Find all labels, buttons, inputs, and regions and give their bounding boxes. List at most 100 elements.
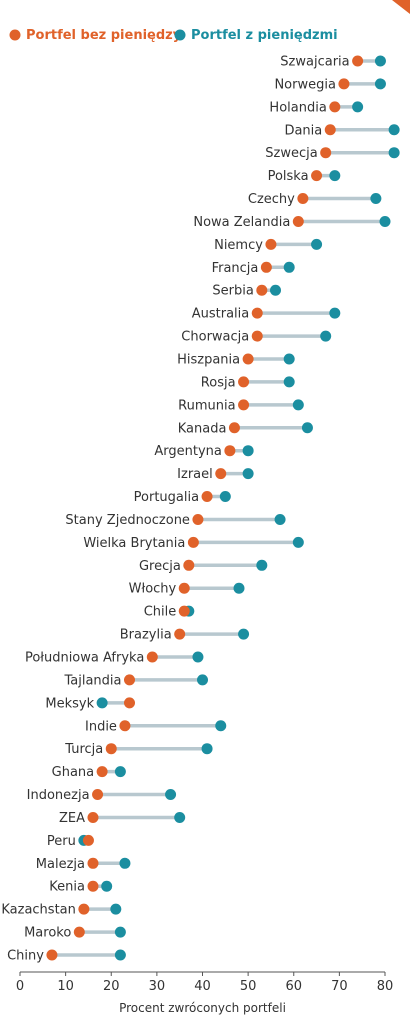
- dot-without-money: [92, 789, 104, 801]
- dot-without-money: [87, 857, 99, 869]
- x-tick-label: 80: [377, 979, 394, 994]
- dot-without-money: [352, 55, 364, 67]
- chart-row: Francja: [212, 261, 295, 276]
- country-label: Meksyk: [45, 696, 94, 711]
- chart-row: Polska: [268, 169, 341, 184]
- dot-with-money: [233, 582, 245, 594]
- dot-without-money: [329, 101, 341, 113]
- country-label: Holandia: [269, 100, 326, 115]
- chart-row: Chile: [144, 605, 195, 620]
- chart-row: Rosja: [201, 375, 295, 390]
- dot-without-money: [192, 513, 204, 525]
- chart-row: Grecja: [139, 559, 268, 574]
- chart-row: Izrael: [177, 467, 254, 482]
- country-label: Maroko: [24, 926, 71, 941]
- dot-with-money: [238, 628, 250, 640]
- chart-row: Kazachstan: [1, 903, 122, 918]
- dot-with-money: [101, 880, 113, 892]
- legend-label-without-money: Portfel bez pieniędzy: [26, 28, 182, 43]
- chart-row: Kanada: [178, 421, 313, 436]
- dot-without-money: [320, 147, 332, 159]
- dot-with-money: [301, 422, 313, 434]
- chart-row: ZEA: [59, 811, 186, 826]
- chart-row: Czechy: [248, 192, 382, 207]
- dot-with-money: [174, 811, 186, 823]
- country-label: Turcja: [64, 742, 103, 757]
- dot-with-money: [374, 78, 386, 90]
- chart-row: Niemcy: [214, 238, 323, 253]
- x-tick-label: 50: [240, 979, 257, 994]
- x-tick-label: 60: [285, 979, 302, 994]
- country-label: Wielka Brytania: [83, 536, 185, 551]
- chart-row: Chiny: [7, 949, 126, 964]
- chart-row: Hiszpania: [177, 353, 295, 368]
- country-label: Stany Zjednoczone: [65, 513, 190, 528]
- dot-with-money: [292, 399, 304, 411]
- dot-without-money: [178, 582, 190, 594]
- country-label: Kanada: [178, 421, 227, 436]
- dot-with-money: [256, 559, 268, 571]
- chart-row: Włochy: [129, 582, 245, 597]
- dot-with-money: [283, 376, 295, 388]
- dot-with-money: [352, 101, 364, 113]
- dot-with-money: [201, 743, 213, 755]
- chart-row: Południowa Afryka: [25, 651, 204, 666]
- dot-with-money: [311, 238, 323, 250]
- dot-without-money: [238, 399, 250, 411]
- x-tick-label: 70: [331, 979, 348, 994]
- chart-row: Portugalia: [134, 490, 231, 505]
- dot-with-money: [329, 170, 341, 182]
- country-label: Brazylia: [120, 628, 172, 643]
- dot-without-money: [228, 422, 240, 434]
- dot-without-money: [297, 193, 309, 205]
- dot-without-money: [73, 926, 85, 938]
- dot-without-money: [338, 78, 350, 90]
- dot-with-money: [114, 926, 126, 938]
- dot-with-money: [215, 720, 227, 732]
- country-label: Grecja: [139, 559, 181, 574]
- country-label: Indonezja: [27, 788, 90, 803]
- chart-row: Kenia: [49, 880, 113, 895]
- country-label: Rumunia: [178, 398, 235, 413]
- country-label: Francja: [212, 261, 259, 276]
- chart-row: Rumunia: [178, 398, 304, 413]
- dot-without-money: [251, 330, 263, 342]
- legend-label-with-money: Portfel z pieniędzmi: [191, 28, 338, 43]
- dot-with-money: [96, 697, 108, 709]
- country-label: Izrael: [177, 467, 213, 482]
- x-axis-label: Procent zwróconych portfeli: [119, 1001, 286, 1015]
- dot-without-money: [187, 536, 199, 548]
- chart-row: Turcja: [64, 742, 213, 757]
- country-label: Chile: [144, 605, 177, 620]
- country-label: Portugalia: [134, 490, 199, 505]
- x-tick-label: 20: [103, 979, 120, 994]
- country-label: Szwecja: [265, 146, 317, 161]
- dot-without-money: [178, 605, 190, 617]
- chart-row: Indie: [85, 719, 227, 734]
- legend: Portfel bez pieniędzy Portfel z pieniędz…: [9, 28, 338, 43]
- dot-without-money: [78, 903, 90, 915]
- dot-with-money: [165, 789, 177, 801]
- dot-without-money: [265, 238, 277, 250]
- dot-with-money: [379, 215, 391, 227]
- dot-without-money: [174, 628, 186, 640]
- dot-with-money: [329, 307, 341, 319]
- country-label: Ghana: [52, 765, 95, 780]
- dot-without-money: [87, 880, 99, 892]
- country-label: Serbia: [212, 284, 253, 299]
- chart-row: Serbia: [212, 284, 281, 299]
- country-label: Kazachstan: [1, 903, 76, 918]
- dot-without-money: [146, 651, 158, 663]
- legend-marker-with-money: [174, 29, 186, 41]
- dot-without-money: [256, 284, 268, 296]
- dot-without-money: [201, 491, 213, 503]
- country-label: Malezja: [36, 857, 85, 872]
- dot-with-money: [274, 513, 286, 525]
- chart-row: Norwegia: [274, 77, 386, 92]
- dot-with-money: [283, 261, 295, 273]
- chart-row: Ghana: [52, 765, 126, 780]
- dot-without-money: [96, 766, 108, 778]
- chart-row: Maroko: [24, 926, 126, 941]
- country-label: Kenia: [49, 880, 85, 895]
